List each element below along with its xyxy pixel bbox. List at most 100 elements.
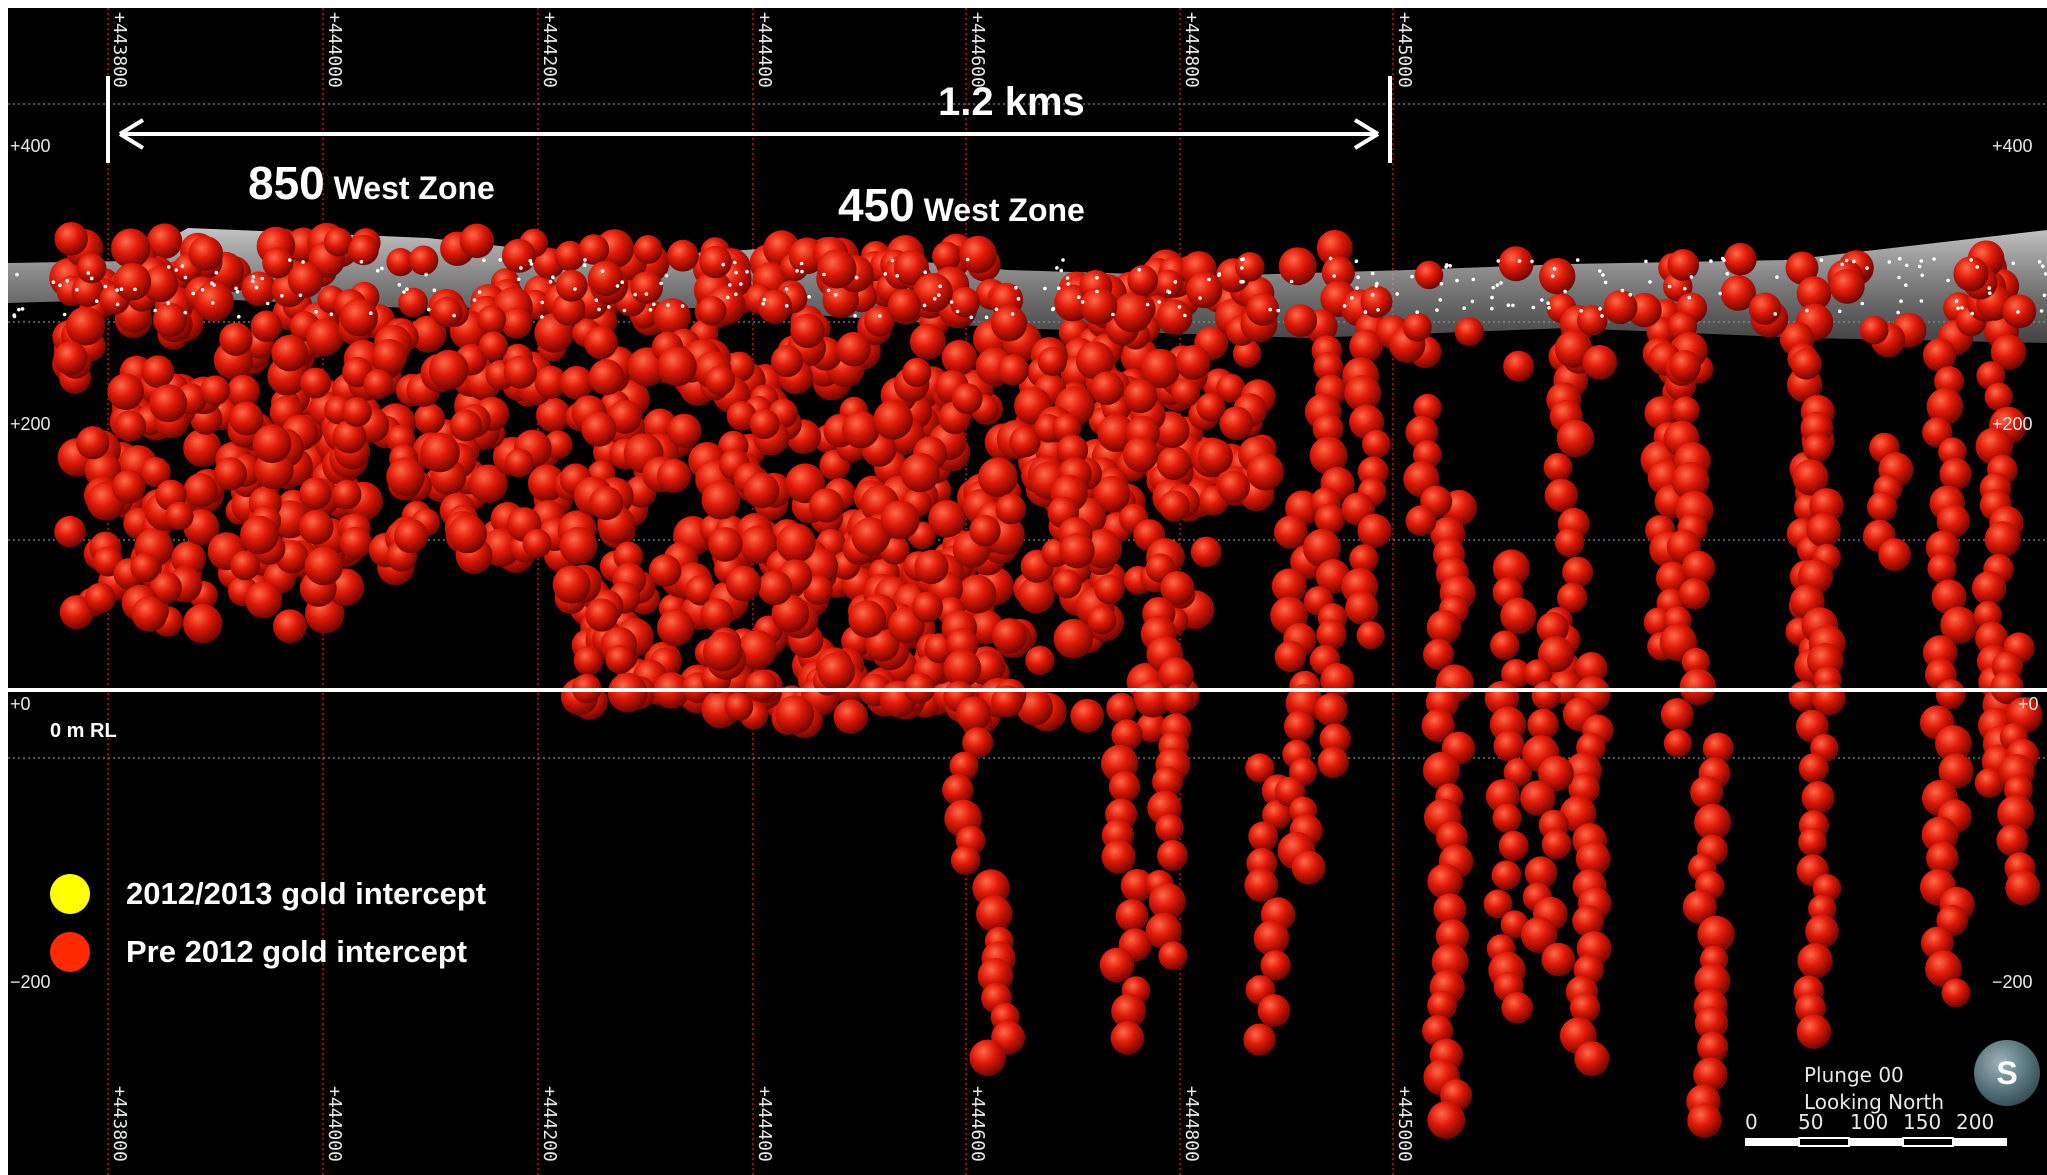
drill-collar-dot — [477, 290, 482, 294]
drill-collar-dot — [1328, 256, 1333, 261]
gold-intercept-marker — [469, 464, 508, 504]
drill-collar-dot — [1145, 302, 1150, 307]
gold-intercept-marker — [745, 670, 778, 702]
gold-intercept-marker — [1053, 618, 1094, 659]
gold-intercept-marker — [1115, 899, 1149, 932]
scale-tick-label: 50 — [1798, 1110, 1824, 1134]
drill-collar-dot — [1540, 298, 1544, 302]
plunge-label: Plunge 00 — [1804, 1063, 1904, 1087]
drill-collar-dot — [666, 303, 670, 307]
drill-collar-dot — [1722, 258, 1726, 263]
drill-collar-dot — [265, 301, 270, 306]
drill-collar-dot — [1363, 310, 1368, 314]
drill-collar-dot — [551, 275, 555, 280]
rl-label-minus200-right: −200 — [1992, 972, 2033, 992]
gold-intercept-marker — [1867, 491, 1898, 522]
drill-collar-dot — [1055, 266, 1059, 270]
drill-collar-dot — [95, 299, 99, 304]
easting-label: +444400 — [754, 12, 775, 88]
gold-intercept-marker — [1158, 490, 1190, 522]
gold-intercept-marker — [949, 287, 980, 318]
gold-intercept-marker — [1990, 671, 2024, 704]
gold-intercept-marker — [991, 305, 1028, 342]
drill-collar-dot — [359, 260, 364, 264]
gold-intercept-marker — [700, 598, 734, 632]
gold-intercept-marker — [1402, 312, 1432, 342]
gold-intercept-marker — [1196, 392, 1226, 422]
drill-collar-dot — [1775, 275, 1779, 280]
drill-collar-dot — [854, 275, 859, 280]
compass-icon[interactable]: S — [1974, 1040, 2040, 1106]
drill-collar-dot — [1725, 271, 1730, 276]
drill-collar-dot — [680, 304, 685, 308]
section-plot — [8, 8, 2047, 1175]
drill-collar-dot — [235, 289, 240, 294]
gold-intercept-marker — [1245, 753, 1275, 783]
gold-intercept-marker — [363, 369, 394, 400]
drill-collar-dot — [1547, 306, 1551, 310]
gold-intercept-marker — [1984, 382, 2013, 411]
gold-intercept-marker — [1577, 305, 1608, 336]
gold-intercept-marker — [836, 331, 871, 367]
gold-intercept-marker — [932, 241, 961, 271]
drill-collar-dot — [402, 290, 406, 294]
drill-collar-dot — [1490, 306, 1494, 311]
gold-intercept-marker — [1148, 882, 1186, 920]
gold-intercept-marker — [1941, 978, 1971, 1008]
gold-intercept-marker — [1216, 373, 1246, 403]
drill-collar-dot — [1395, 292, 1399, 296]
drill-collar-dot — [1897, 275, 1901, 280]
easting-label: +444200 — [539, 1086, 560, 1162]
gold-intercept-marker — [1936, 504, 1971, 538]
gold-intercept-marker — [1926, 841, 1959, 875]
gold-intercept-marker — [578, 234, 610, 265]
measure-label: 1.2 kms — [938, 80, 1085, 124]
gold-intercept-marker — [1996, 824, 2029, 857]
gold-intercept-marker — [1345, 591, 1379, 625]
gold-intercept-marker — [588, 359, 625, 396]
gold-intercept-marker — [1490, 630, 1520, 660]
scale-tick-label: 100 — [1850, 1110, 1889, 1134]
drill-collar-dot — [644, 292, 649, 296]
drill-collar-dot — [1415, 310, 1419, 315]
gold-intercept-marker — [1940, 606, 1978, 644]
gold-intercept-marker — [142, 266, 179, 303]
drill-collar-dot — [2011, 261, 2016, 266]
gold-intercept-marker — [1922, 338, 1957, 372]
gold-intercept-marker — [1313, 351, 1344, 382]
drill-collar-dot — [582, 263, 587, 267]
gold-intercept-marker — [1694, 963, 1731, 1000]
gold-intercept-marker — [1556, 419, 1595, 458]
drill-collar-dot — [583, 258, 587, 262]
gold-intercept-marker — [702, 632, 743, 672]
gold-intercept-marker — [1803, 433, 1832, 463]
drill-collar-dot — [214, 270, 219, 275]
legend-swatch-red — [50, 932, 90, 972]
gold-intercepts — [49, 222, 2043, 1139]
drill-collar-dot — [1887, 260, 1892, 264]
gold-intercept-marker — [323, 227, 353, 257]
gold-intercept-marker — [630, 271, 663, 304]
gold-intercept-marker — [271, 334, 308, 372]
drill-collar-dot — [895, 274, 899, 278]
drill-collar-dot — [86, 271, 91, 275]
gold-intercept-marker — [245, 581, 283, 619]
gold-intercept-marker — [1160, 571, 1195, 606]
gold-intercept-marker — [340, 298, 379, 337]
gold-intercept-marker — [776, 523, 816, 563]
gold-intercept-marker — [1157, 840, 1188, 871]
gold-intercept-marker — [1421, 709, 1455, 743]
gold-intercept-marker — [1154, 269, 1183, 299]
gold-intercept-marker — [1503, 350, 1535, 382]
drill-collar-dot — [1988, 291, 1992, 296]
rl-label-plus200: +200 — [10, 414, 51, 434]
gold-intercept-marker — [1697, 915, 1735, 954]
gold-intercept-marker — [53, 341, 88, 376]
drill-collar-dot — [1350, 296, 1354, 300]
gold-intercept-marker — [113, 262, 152, 301]
gold-intercept-marker — [1314, 693, 1348, 727]
drill-collar-dot — [1819, 258, 1824, 262]
drill-collar-dot — [115, 302, 120, 307]
gold-intercept-marker — [1356, 621, 1385, 650]
gold-intercept-marker — [1559, 795, 1597, 833]
